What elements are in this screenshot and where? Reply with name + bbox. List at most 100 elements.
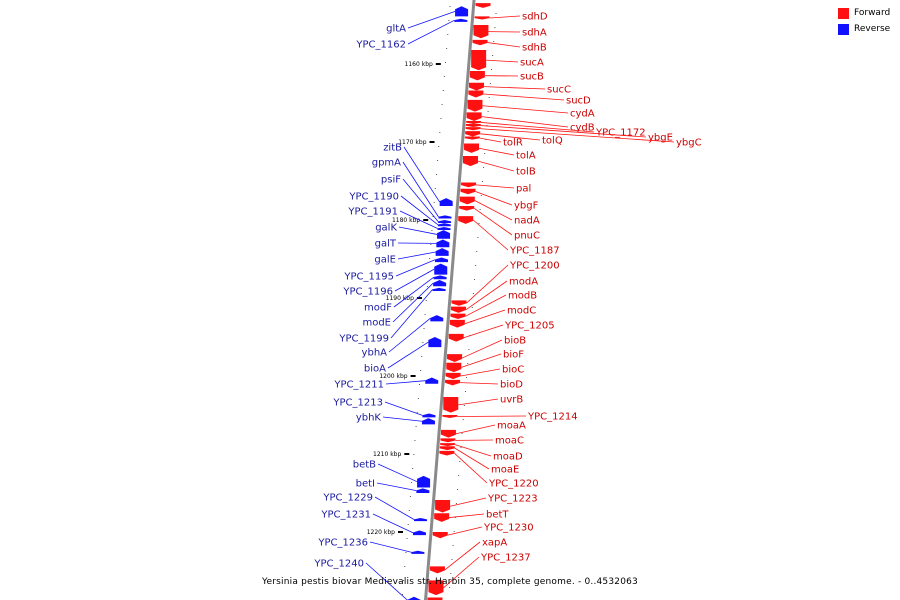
reverse-label-ypc_1240: YPC_1240 xyxy=(313,559,364,570)
reverse-label-psif: psiF xyxy=(381,175,401,186)
ruler-dot xyxy=(423,328,425,329)
forward-gene-cyda xyxy=(467,99,483,112)
reverse-leader-line xyxy=(403,146,441,203)
forward-gene-sdhd xyxy=(474,16,490,20)
reverse-gene-ypc_1229 xyxy=(414,517,428,522)
forward-leader-line xyxy=(483,86,546,90)
ruler-dot xyxy=(432,216,434,217)
forward-gene-ybgf xyxy=(460,188,476,195)
ruler-dot xyxy=(489,83,491,84)
reverse-label-ypc_1211: YPC_1211 xyxy=(333,380,384,391)
forward-leader-line xyxy=(454,444,492,457)
forward-label-cyda: cydA xyxy=(570,109,595,120)
reverse-leader-line xyxy=(384,401,423,416)
forward-gene-tolq xyxy=(465,131,481,137)
reverse-gene-ypc_1236 xyxy=(411,550,425,554)
forward-leader-line xyxy=(464,309,506,325)
genome-caption: Yersinia pestis biovar Medievalis str. H… xyxy=(262,577,638,587)
reverse-leader-line xyxy=(382,416,423,422)
forward-label-ypc_1172: YPC_1172 xyxy=(595,128,646,139)
forward-label-ybge: ybgE xyxy=(648,133,673,144)
ruler-label: 1160 kbp xyxy=(405,61,433,68)
ruler-dot xyxy=(413,454,415,455)
forward-gene-sdhb xyxy=(472,39,488,46)
ruler-dot xyxy=(440,118,442,119)
forward-label-moaa: moaA xyxy=(497,421,526,432)
reverse-label-mode: modE xyxy=(362,318,391,329)
ruler-dot xyxy=(492,55,494,56)
forward-label-ypc_1214: YPC_1214 xyxy=(527,412,578,423)
forward-leader-line xyxy=(454,447,490,470)
ruler-dot xyxy=(476,251,478,252)
reverse-label-gpma: gpmA xyxy=(372,158,401,169)
forward-leader-line xyxy=(450,497,487,507)
forward-label-ypc_1200: YPC_1200 xyxy=(509,261,560,272)
reverse-gene-galt xyxy=(436,239,450,248)
ruler-dot xyxy=(426,286,428,287)
forward-leader-line xyxy=(460,368,501,377)
forward-label-tola: tolA xyxy=(516,151,536,162)
forward-gene-bioc xyxy=(445,372,461,380)
reverse-gene-beti xyxy=(416,488,430,493)
reverse-gene-ypc_1191 xyxy=(437,227,451,231)
forward-gene-modb xyxy=(450,313,466,320)
reverse-label-galk: galK xyxy=(375,223,397,234)
forward-gene-pnuc xyxy=(459,205,475,211)
forward-leader-line xyxy=(466,264,509,304)
strand-legend: Forward Reverse xyxy=(838,8,890,40)
forward-label-bioc: bioC xyxy=(502,365,524,376)
forward-label-moac: moaC xyxy=(495,436,524,447)
reverse-gene-bioa xyxy=(428,337,442,348)
forward-gene-ypc_1223 xyxy=(435,500,451,513)
forward-gene-moae xyxy=(439,446,455,451)
ruler-dot xyxy=(402,594,404,595)
forward-leader-line xyxy=(480,125,647,138)
reverse-label-ypc_1229: YPC_1229 xyxy=(322,493,373,504)
ruler-dot xyxy=(438,146,440,147)
ruler-dot xyxy=(481,181,483,182)
ruler-dot xyxy=(447,34,449,35)
ruler-dot xyxy=(472,293,474,294)
ruler-dot xyxy=(457,489,459,490)
forward-label-moda: modA xyxy=(509,277,538,288)
ruler-label: 1200 kbp xyxy=(379,373,407,380)
forward-gene-ypc_1214 xyxy=(442,415,458,418)
ruler-dot xyxy=(478,223,480,224)
forward-leader-line xyxy=(449,513,485,518)
forward-gene-moaa xyxy=(440,429,456,438)
forward-label-sucb: sucB xyxy=(520,72,544,83)
ruler-dot xyxy=(442,90,444,91)
reverse-gene-ybha xyxy=(430,315,444,322)
forward-label-cydb: cydB xyxy=(570,123,595,134)
ruler-dot xyxy=(430,244,432,245)
forward-gene-ypc_1172 xyxy=(466,120,482,124)
reverse-swatch xyxy=(838,24,849,35)
ruler-dot xyxy=(411,482,413,483)
ruler-dot xyxy=(406,538,408,539)
forward-gene-sucd xyxy=(468,90,484,98)
forward-gene-uvrb xyxy=(443,397,459,413)
ruler-dot xyxy=(446,48,448,49)
forward-label-pnuc: pnuC xyxy=(514,231,540,242)
ruler-dot xyxy=(480,195,482,196)
forward-gene-succ xyxy=(469,82,485,91)
ruler-dot xyxy=(425,300,427,301)
ruler-dot xyxy=(439,132,441,133)
ruler-dot xyxy=(429,258,431,259)
forward-label-nada: nadA xyxy=(514,216,540,227)
forward-leader-line xyxy=(481,116,569,128)
forward-label-ypc_1237: YPC_1237 xyxy=(480,553,531,564)
ruler-dot xyxy=(455,503,457,504)
ruler-dot xyxy=(435,174,437,175)
ruler-dot xyxy=(424,314,426,315)
forward-leader-line xyxy=(472,219,509,251)
ruler-label: 1210 kbp xyxy=(373,451,401,458)
reverse-leader-line xyxy=(394,268,435,292)
forward-leader-line xyxy=(443,556,480,589)
reverse-label-ypc_1196: YPC_1196 xyxy=(342,287,393,298)
reverse-label-zitb: zitB xyxy=(383,143,402,154)
forward-genes xyxy=(427,3,491,600)
forward-gene-pal xyxy=(461,182,477,188)
reverse-leader-line xyxy=(374,496,415,520)
